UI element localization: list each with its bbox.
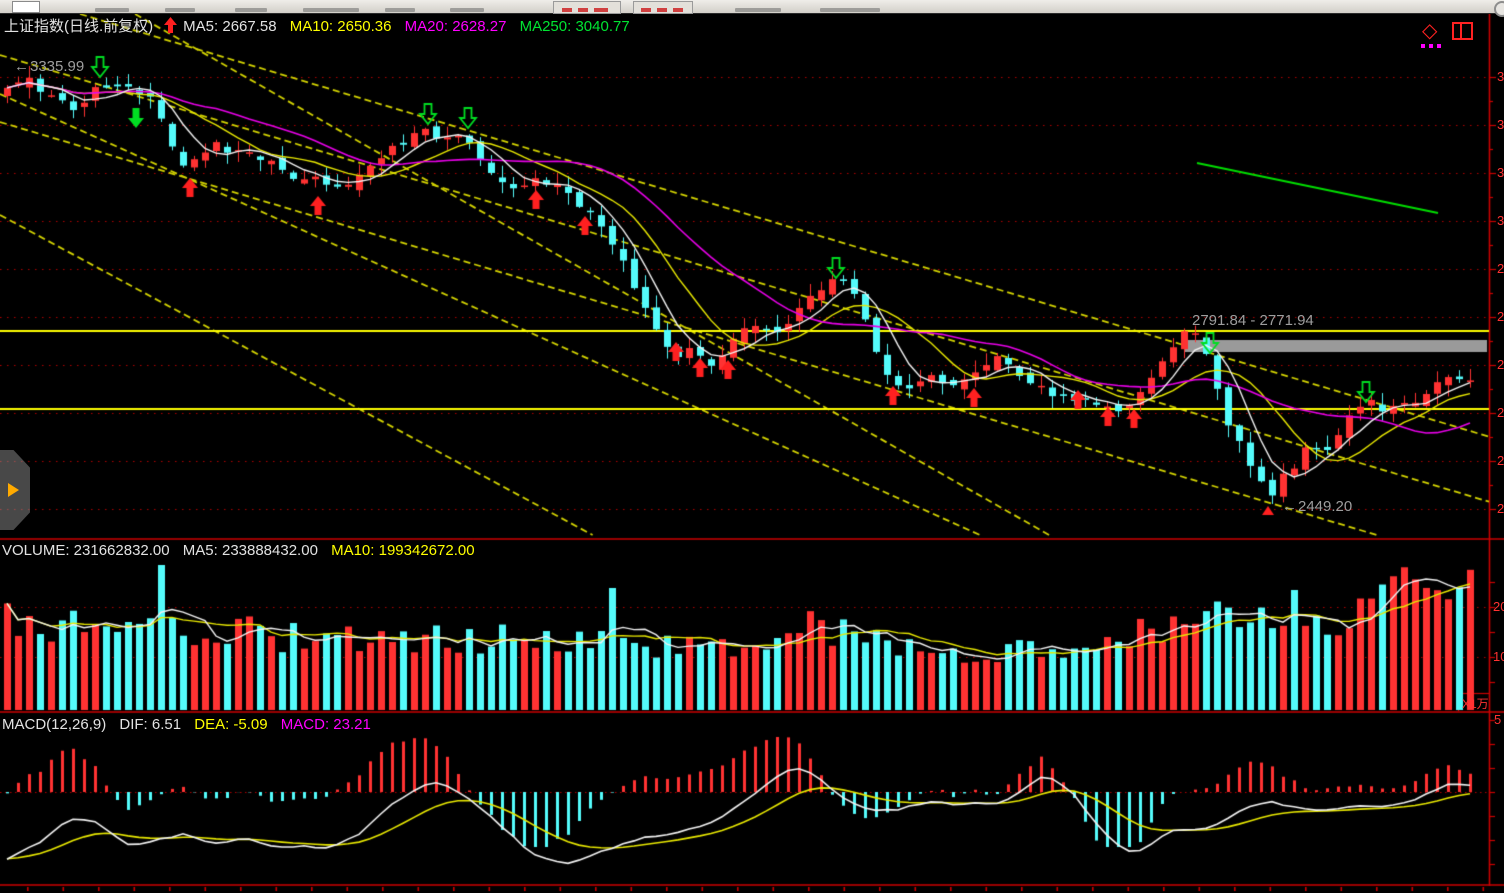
volume-multiplier-label: X1万 [1462, 697, 1489, 711]
price-axis-partial-label: 3 [1497, 69, 1504, 84]
price-axis-partial-label: 2 [1497, 405, 1504, 420]
up-arrow-icon [164, 17, 178, 33]
toolbar-field[interactable] [12, 1, 40, 13]
low-price-label: ←2449.20 [1282, 498, 1353, 515]
macd-value-label: MACD: 23.21 [280, 716, 371, 733]
volume-axis-tick-label: 20 [1493, 599, 1504, 614]
instrument-title: 上证指数(日线.前复权) [4, 18, 154, 35]
dif-label: DIF: 6.51 [119, 716, 182, 733]
toolbar-menu-remnant [303, 8, 359, 12]
ma20-label: MA20: 2628.27 [404, 18, 507, 35]
price-axis-partial-label: 2 [1497, 453, 1504, 468]
expand-arrow-icon [8, 483, 19, 497]
gap-range-label: 2791.84 - 2771.94 [1192, 312, 1314, 329]
main-chart-header: 上证指数(日线.前复权) MA5: 2667.58 MA10: 2650.36 M… [4, 17, 639, 36]
more-dots-icon[interactable] [1421, 44, 1425, 48]
toolbar-menu-remnant [735, 8, 781, 12]
toolbar-menu-remnant [450, 8, 484, 12]
price-axis-partial-label: 2 [1497, 357, 1504, 372]
left-arrow-icon: ← [1282, 498, 1297, 515]
sidebar-toggle-handle[interactable] [0, 450, 30, 530]
toolbar-menu-remnant [385, 8, 415, 12]
price-axis-partial-label: 3 [1497, 165, 1504, 180]
ma10-label: MA10: 2650.36 [289, 18, 392, 35]
volume-value-label: VOLUME: 231662832.00 [2, 542, 170, 559]
price-axis-partial-label: 2 [1497, 261, 1504, 276]
window-split-icon[interactable] [1452, 22, 1473, 40]
price-axis-partial-label: 3 [1497, 213, 1504, 228]
volume-ma10-label: MA10: 199342672.00 [331, 542, 475, 559]
toolbar-strip[interactable] [0, 0, 1504, 17]
dea-label: DEA: -5.09 [194, 716, 268, 733]
toolbar-menu-remnant [820, 8, 880, 12]
toolbar-menu-remnant [235, 8, 267, 12]
left-arrow-icon: ← [14, 58, 29, 75]
price-axis-partial-label: 2 [1497, 501, 1504, 516]
toolbar-button[interactable] [633, 1, 693, 14]
diamond-icon[interactable]: ◇ [1422, 20, 1438, 42]
price-axis-partial-label: 3 [1497, 117, 1504, 132]
ma5-label: MA5: 2667.58 [183, 18, 277, 35]
macd-axis-tick-label: 5 [1494, 712, 1502, 727]
macd-name-label: MACD(12,26,9) [2, 716, 107, 733]
volume-pane-header: VOLUME: 231662832.00 MA5: 233888432.00 M… [2, 542, 484, 560]
toolbar-menu-remnant [95, 8, 129, 12]
volume-ma5-label: MA5: 233888432.00 [182, 542, 318, 559]
toolbar-search-icon[interactable] [1494, 1, 1504, 17]
macd-pane-header: MACD(12,26,9) DIF: 6.51 DEA: -5.09 MACD:… [2, 716, 380, 734]
ma250-label: MA250: 3040.77 [519, 18, 630, 35]
toolbar-menu-remnant [165, 8, 195, 12]
price-axis-partial-label: 2 [1497, 309, 1504, 324]
high-price-label: ←3335.99 [14, 58, 85, 75]
toolbar-button[interactable] [553, 1, 621, 14]
volume-axis-tick-label: 10 [1493, 649, 1504, 664]
